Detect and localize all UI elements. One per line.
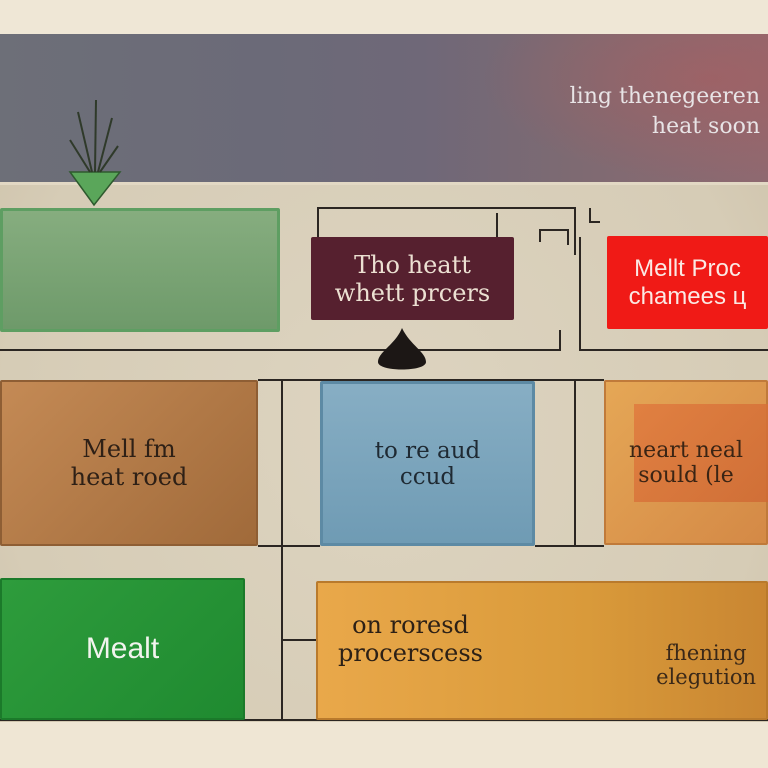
green-label: Mealt [85, 632, 160, 665]
orange-line-2: sould (le [638, 462, 734, 488]
green-panel-top [0, 208, 280, 332]
brown-line-2: heat roed [70, 463, 188, 491]
brown-line-1: Mell fm [82, 435, 176, 463]
orange-process-box: neart neal sould (le [604, 380, 768, 545]
top-border [0, 0, 768, 34]
wide-orange-right-line-1: fhening [665, 641, 747, 665]
bottom-border [0, 722, 768, 768]
blue-process-box: to re aud ccud [320, 381, 535, 546]
red-line-1: Mellt Proc [634, 254, 741, 282]
orange-inner-panel [634, 404, 768, 502]
green-arrow-icon [68, 171, 122, 207]
sky-banner [0, 34, 768, 185]
orange-line-1: neart neal [629, 437, 743, 463]
brown-process-box: Mell fm heat roed [0, 380, 258, 546]
wide-orange-left-line-2: procerscess [338, 639, 483, 667]
wide-orange-left-line-1: on roresd [352, 611, 469, 639]
red-process-box: Mellt Proc chamees ц [607, 236, 768, 329]
wide-orange-right-line-2: elegution [656, 665, 756, 689]
green-process-box: Mealt [0, 578, 245, 720]
wide-orange-right-text: fhening elegution [656, 641, 756, 689]
maroon-line-1: Tho heatt [354, 250, 471, 279]
header-line-2: heat soon [651, 114, 760, 139]
connector-line-top [317, 207, 576, 255]
grass-icon [69, 99, 119, 173]
connector-line-stub [589, 208, 600, 223]
wide-orange-box: on roresd procerscess fhening elegution [316, 581, 768, 720]
red-line-2: chamees ц [628, 282, 747, 310]
maroon-line-2: whett prcers [334, 278, 491, 307]
wide-orange-left-text: on roresd procerscess [338, 611, 483, 667]
sky-glow [480, 34, 768, 182]
droplet-icon [378, 328, 426, 370]
blue-line-1: to re aud [374, 437, 481, 464]
connector-line-right [579, 237, 768, 351]
blue-line-2: ccud [399, 463, 456, 490]
connector-line-hook [539, 229, 569, 245]
maroon-process-box: Tho heatt whett prcers [311, 237, 514, 320]
connector-line-upper [0, 330, 561, 351]
header-line-1: ling thenegeeren [569, 84, 760, 109]
